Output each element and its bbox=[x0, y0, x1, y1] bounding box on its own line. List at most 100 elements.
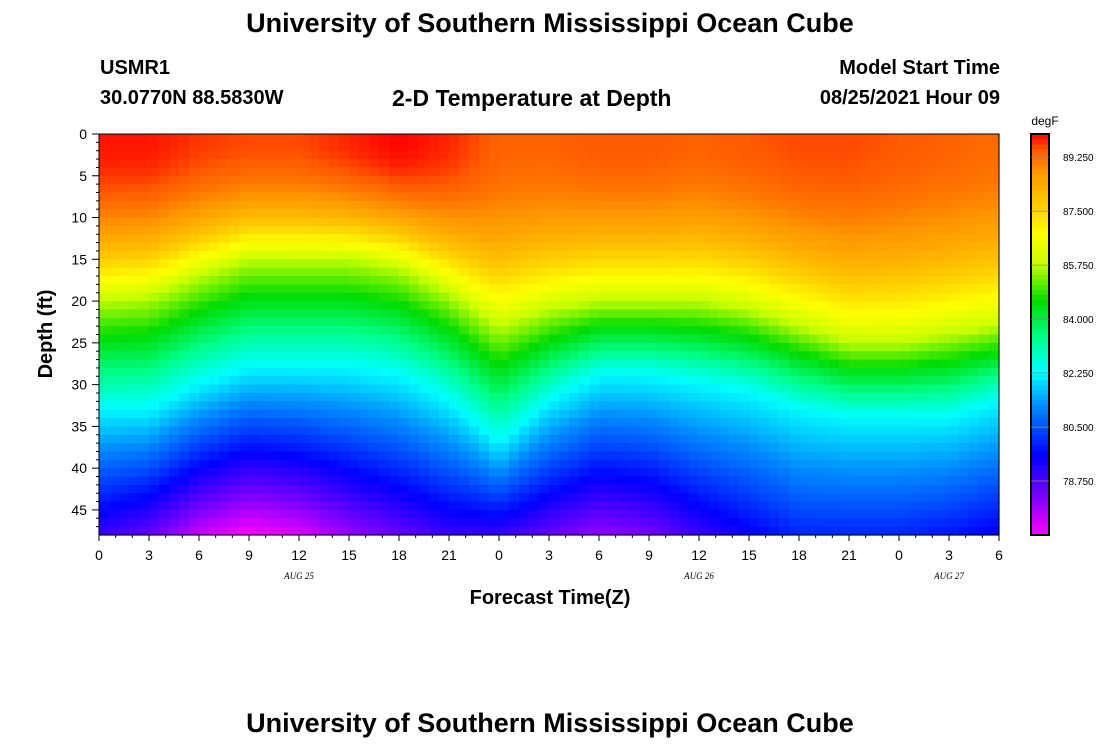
heatmap-cell bbox=[329, 367, 340, 377]
heatmap-cell bbox=[319, 409, 330, 419]
heatmap-cell bbox=[659, 426, 670, 436]
heatmap-cell bbox=[109, 267, 120, 277]
heatmap-cell bbox=[779, 426, 790, 436]
heatmap-cell bbox=[399, 409, 410, 419]
heatmap-cell bbox=[789, 359, 800, 369]
heatmap-cell bbox=[189, 142, 200, 152]
heatmap-cell bbox=[499, 301, 510, 311]
heatmap-cell bbox=[559, 200, 570, 210]
heatmap-cell bbox=[129, 134, 140, 143]
heatmap-cell bbox=[249, 526, 260, 536]
heatmap-cell bbox=[449, 443, 460, 453]
heatmap-cell bbox=[429, 334, 440, 344]
heatmap-cell bbox=[199, 392, 210, 402]
heatmap-cell bbox=[489, 509, 500, 519]
heatmap-cell bbox=[969, 476, 980, 486]
heatmap-cell bbox=[709, 309, 720, 319]
heatmap-cell bbox=[499, 409, 510, 419]
heatmap-cell bbox=[319, 443, 330, 453]
date-marker: AUG 27 bbox=[933, 571, 964, 581]
heatmap-cell bbox=[869, 142, 880, 152]
heatmap-cell bbox=[99, 468, 110, 478]
heatmap-cell bbox=[429, 451, 440, 461]
heatmap-cell bbox=[839, 468, 850, 478]
heatmap-cell bbox=[159, 159, 170, 169]
heatmap-cell bbox=[589, 476, 600, 486]
heatmap-cell bbox=[689, 401, 700, 411]
heatmap-cell bbox=[749, 434, 760, 444]
colorbar-segment bbox=[1031, 174, 1049, 180]
heatmap-cell bbox=[639, 242, 650, 252]
heatmap-cell bbox=[779, 526, 790, 536]
heatmap-cell bbox=[499, 526, 510, 536]
heatmap-cell bbox=[859, 167, 870, 177]
heatmap-cell bbox=[169, 267, 180, 277]
heatmap-cell bbox=[509, 167, 520, 177]
heatmap-cell bbox=[649, 484, 660, 494]
heatmap-cell bbox=[399, 476, 410, 486]
heatmap-cell bbox=[369, 159, 380, 169]
heatmap-cell bbox=[749, 142, 760, 152]
heatmap-cell bbox=[319, 200, 330, 210]
heatmap-cell bbox=[189, 309, 200, 319]
heatmap-cell bbox=[909, 284, 920, 294]
heatmap-cell bbox=[579, 134, 590, 143]
heatmap-cell bbox=[399, 142, 410, 152]
heatmap-cell bbox=[759, 384, 770, 394]
heatmap-cell bbox=[639, 150, 650, 160]
x-tick-label: 18 bbox=[391, 547, 407, 563]
heatmap-cell bbox=[329, 209, 340, 219]
heatmap-cell bbox=[779, 443, 790, 453]
heatmap-cell bbox=[589, 167, 600, 177]
heatmap-cell bbox=[589, 451, 600, 461]
heatmap-cell bbox=[679, 376, 690, 386]
heatmap-cell bbox=[949, 501, 960, 511]
heatmap-cell bbox=[259, 418, 270, 427]
x-tick-label: 3 bbox=[545, 547, 553, 563]
heatmap-cell bbox=[739, 392, 750, 402]
heatmap-cell bbox=[169, 384, 180, 394]
heatmap-cell bbox=[449, 142, 460, 152]
heatmap-cell bbox=[119, 142, 130, 152]
heatmap-cell bbox=[519, 367, 530, 377]
heatmap-cell bbox=[379, 192, 390, 202]
heatmap-cell bbox=[239, 351, 250, 361]
heatmap-cell bbox=[159, 284, 170, 294]
heatmap-cell bbox=[909, 334, 920, 344]
heatmap-cell bbox=[609, 150, 620, 160]
heatmap-cell bbox=[409, 434, 420, 444]
heatmap-cell bbox=[549, 359, 560, 369]
heatmap-cell bbox=[949, 443, 960, 453]
heatmap-cell bbox=[649, 284, 660, 294]
heatmap-cell bbox=[689, 409, 700, 419]
heatmap-cell bbox=[379, 317, 390, 327]
heatmap-cell bbox=[669, 167, 680, 177]
heatmap-cell bbox=[279, 242, 290, 252]
heatmap-cell bbox=[119, 217, 130, 227]
heatmap-cell bbox=[749, 167, 760, 177]
heatmap-cell bbox=[319, 418, 330, 427]
heatmap-cell bbox=[349, 384, 360, 394]
heatmap-cell bbox=[659, 217, 670, 227]
heatmap-cell bbox=[209, 276, 220, 285]
heatmap-cell bbox=[269, 326, 280, 336]
heatmap-cell bbox=[489, 342, 500, 352]
heatmap-cell bbox=[269, 134, 280, 143]
heatmap-cell bbox=[669, 476, 680, 486]
heatmap-cell bbox=[399, 150, 410, 160]
heatmap-cell bbox=[509, 134, 520, 143]
heatmap-cell bbox=[299, 443, 310, 453]
heatmap-cell bbox=[329, 150, 340, 160]
colorbar-segment bbox=[1031, 139, 1049, 145]
heatmap-cell bbox=[669, 292, 680, 302]
heatmap-cell bbox=[109, 200, 120, 210]
heatmap-cell bbox=[829, 225, 840, 235]
heatmap-cell bbox=[479, 451, 490, 461]
heatmap-cell bbox=[189, 284, 200, 294]
heatmap-cell bbox=[659, 493, 670, 503]
heatmap-cell bbox=[539, 518, 550, 528]
heatmap-cell bbox=[229, 134, 240, 143]
heatmap-cell bbox=[249, 167, 260, 177]
heatmap-cell bbox=[719, 418, 730, 427]
heatmap-cell bbox=[719, 459, 730, 469]
